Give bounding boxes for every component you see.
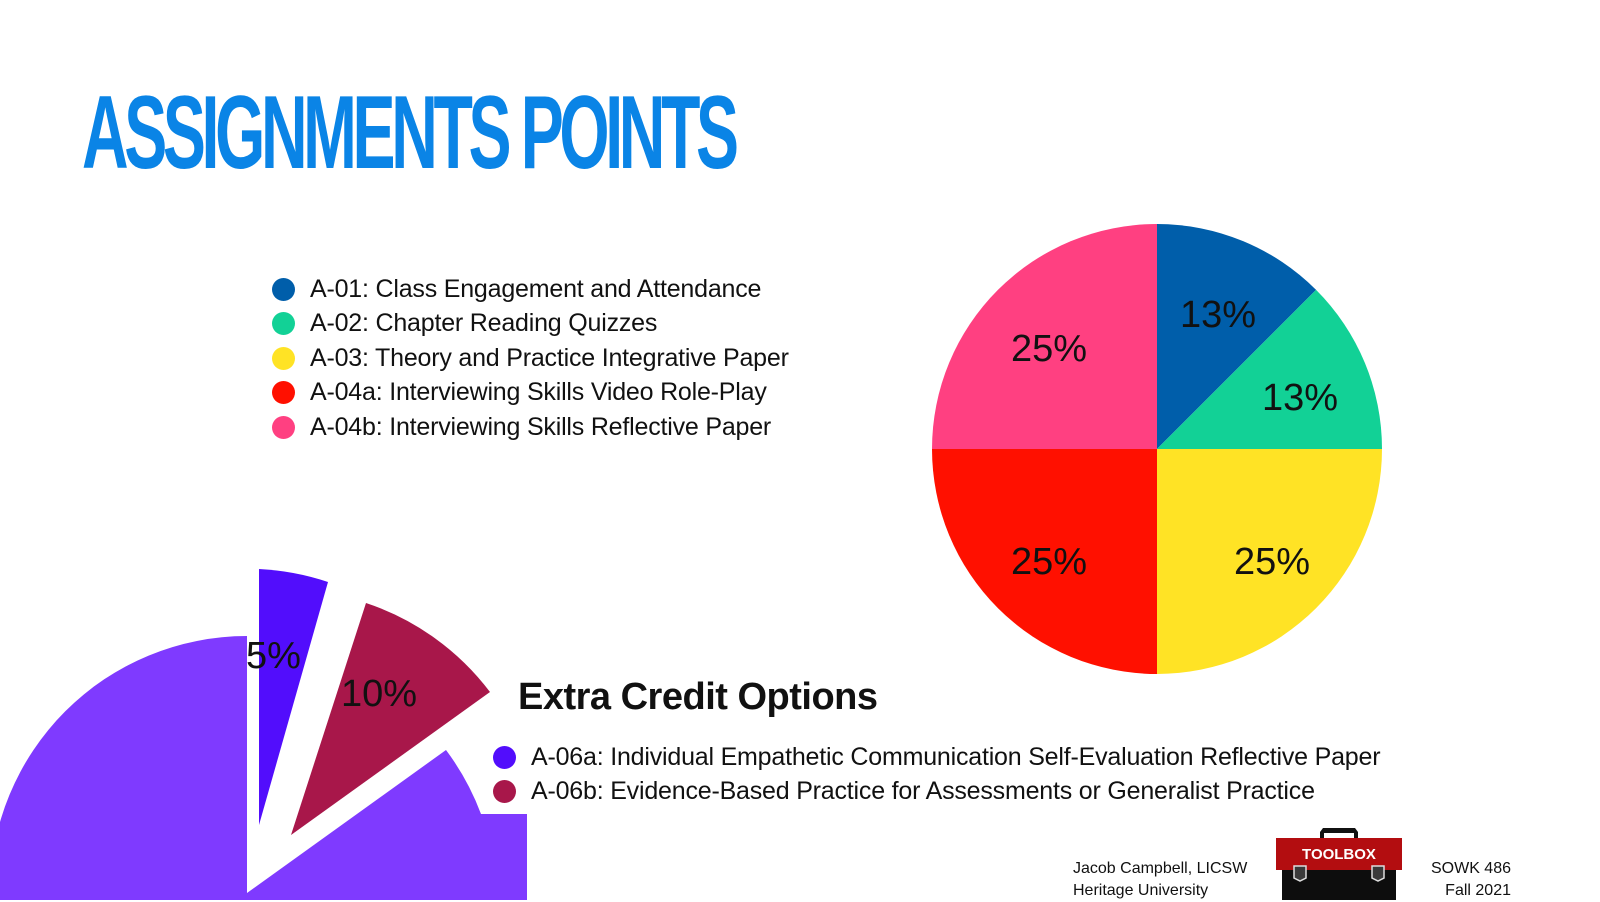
toolbox-logo-text: TOOLBOX: [1302, 846, 1376, 863]
legend-dot-icon: [272, 381, 295, 405]
pie-slice-a06a: [259, 569, 328, 825]
footer-institution: Heritage University: [1073, 882, 1209, 899]
legend-dot-icon: [272, 312, 295, 336]
legend-label: A-01: Class Engagement and Attendance: [310, 274, 762, 303]
pie-slice-a06b: [291, 603, 490, 835]
footer-term: Fall 2021: [1445, 882, 1511, 899]
legend-label: A-04a: Interviewing Skills Video Role-Pl…: [310, 378, 767, 407]
legend-item-a04b: A-04b: Interviewing Skills Reflective Pa…: [272, 410, 789, 445]
pie-slice-a04a: [932, 449, 1157, 674]
footer-course: SOWK 486: [1430, 860, 1511, 877]
legend-label: A-06a: Individual Empathetic Communicati…: [531, 742, 1381, 771]
legend-label: A-04b: Interviewing Skills Reflective Pa…: [310, 412, 772, 441]
pie-slice-remaining: [0, 636, 527, 900]
toolbox-logo-icon: TOOLBOX: [1276, 828, 1402, 900]
footer-author-block: Jacob Campbell, LICSW Heritage Universit…: [1073, 858, 1247, 902]
pie-label-a02: 13%: [1262, 377, 1338, 419]
legend-item-a03: A-03: Theory and Practice Integrative Pa…: [272, 341, 789, 376]
extra-credit-pie-chart: 5% 10%: [0, 569, 527, 900]
legend-label: A-02: Chapter Reading Quizzes: [310, 309, 658, 338]
slide-title: ASSIGNMENTS POINTS: [82, 75, 739, 191]
pie-slice-a03: [1157, 449, 1382, 674]
pie-label-a04b: 25%: [1011, 328, 1087, 370]
extra-credit-title: Extra Credit Options: [518, 676, 878, 718]
footer-course-block: SOWK 486 Fall 2021: [1405, 858, 1511, 902]
legend-label: A-06b: Evidence-Based Practice for Asses…: [531, 777, 1315, 806]
legend-dot-icon: [272, 415, 295, 439]
legend-dot-icon: [493, 745, 516, 769]
assignments-legend: A-01: Class Engagement and Attendance A-…: [272, 272, 789, 445]
pie-slice-a04b: [932, 224, 1157, 449]
legend-item-a06b: A-06b: Evidence-Based Practice for Asses…: [493, 775, 1380, 810]
footer-author: Jacob Campbell, LICSW: [1073, 860, 1248, 877]
extra-credit-legend: A-06a: Individual Empathetic Communicati…: [493, 740, 1381, 810]
pie-label-a03: 25%: [1234, 541, 1310, 583]
legend-dot-icon: [272, 277, 295, 301]
legend-label: A-03: Theory and Practice Integrative Pa…: [310, 343, 789, 372]
pie-slice-a02: [1157, 289, 1382, 449]
pie-slice-a01: [1157, 224, 1317, 449]
legend-item-a01: A-01: Class Engagement and Attendance: [272, 272, 789, 307]
pie-label-a06a: 5%: [246, 635, 301, 677]
legend-dot-icon: [493, 780, 516, 804]
legend-dot-icon: [272, 346, 295, 370]
pie-label-a06b: 10%: [341, 673, 417, 715]
legend-item-a04a: A-04a: Interviewing Skills Video Role-Pl…: [272, 376, 789, 411]
assignments-pie-chart: 13% 13% 25% 25% 25%: [932, 224, 1382, 674]
legend-item-a06a: A-06a: Individual Empathetic Communicati…: [493, 740, 1381, 775]
legend-item-a02: A-02: Chapter Reading Quizzes: [272, 307, 789, 342]
pie-label-a01: 13%: [1180, 294, 1256, 336]
pie-label-a04a: 25%: [1011, 541, 1087, 583]
